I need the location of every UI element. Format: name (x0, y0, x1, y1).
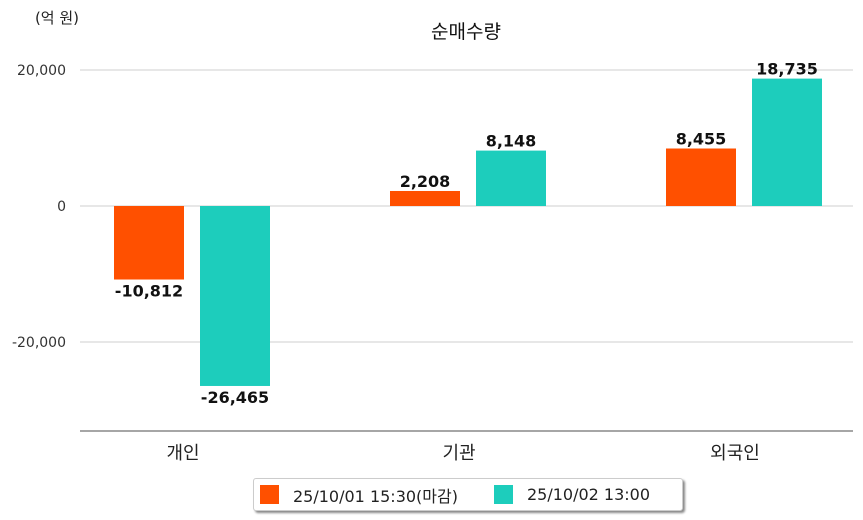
legend-swatch (260, 485, 279, 504)
data-label: 18,735 (756, 60, 818, 79)
x-tick-label: 외국인 (710, 443, 760, 464)
x-tick-label: 기관 (442, 443, 475, 464)
bar[interactable] (200, 206, 270, 386)
bar[interactable] (476, 150, 546, 206)
data-label: 8,148 (486, 132, 537, 151)
bar[interactable] (390, 190, 460, 206)
y-tick-label: 20,000 (17, 63, 66, 79)
data-label: -10,812 (115, 282, 183, 301)
unit-label: (억 원) (35, 9, 79, 27)
legend-swatch (493, 485, 513, 504)
data-label: -26,465 (201, 388, 269, 407)
bar[interactable] (752, 78, 822, 206)
legend-item-1002[interactable]: 25/10/02 13:00 (493, 485, 651, 504)
legend-item-1001[interactable]: 25/10/01 15:30(마감) (260, 483, 458, 507)
y-tick-label: -20,000 (12, 335, 66, 351)
data-label: 2,208 (400, 172, 451, 191)
x-tick-label: 개인 (166, 443, 199, 464)
y-tick-label: 0 (57, 199, 66, 215)
bar[interactable] (114, 206, 184, 280)
legend-label: 25/10/02 13:00 (526, 485, 651, 504)
legend: 25/10/01 15:30(마감) 25/10/02 13:00 (253, 478, 683, 511)
legend-label: 25/10/01 15:30(마감) (293, 486, 458, 506)
bar[interactable] (666, 148, 736, 206)
data-label: 8,455 (676, 130, 727, 149)
chart-title: 순매수량 (431, 21, 501, 43)
